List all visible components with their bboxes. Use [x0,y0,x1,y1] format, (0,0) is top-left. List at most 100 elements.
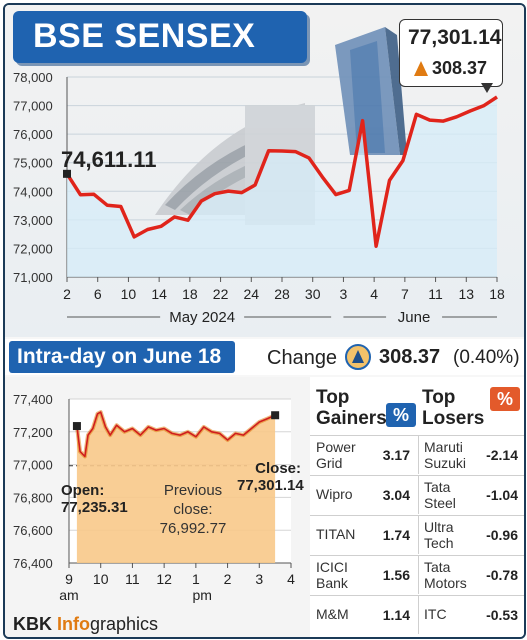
main-x-tick-label: 6 [94,286,102,302]
previous-close-title-2: close: [173,501,213,518]
main-x-tick-label: 24 [243,286,259,302]
main-x-tick-label: 18 [182,286,198,302]
end-value: 77,301.14 [408,26,502,49]
sensex-chart-panel: 78,000 77,000 76,000 75,000 74,000 73,000 72,0… [5,5,524,337]
table-row: ICICI Bank 1.56 Tata Motors -0.78 [310,555,524,594]
main-y-tick-label: 74,000 [13,184,53,199]
footer-brand: KBK [13,614,57,634]
gainers-heading-1: Top [316,387,350,408]
start-marker [63,169,71,178]
main-x-tick-label: 3 [340,286,348,302]
losers-heading: Top Losers [422,387,484,429]
loser-name: Ultra Tech [424,519,454,551]
intraday-chart-panel: 77,400 77,200 77,000 76,800 76,600 76,400 9 10… [5,377,310,637]
close-value: 77,301.14 [237,477,304,494]
gainer-value: 1.74 [382,527,410,543]
main-x-tick-label: 18 [489,286,505,302]
intraday-x-tick-label: 4 [287,571,295,587]
gainers-heading: Top Gainers [316,387,387,429]
gainer-name: TITAN [316,526,356,542]
gainer-value: 3.17 [382,447,410,463]
intraday-header-bar: Intra-day on June 18 Change 308.37 (0.40… [5,339,524,375]
intraday-y-tick-label: 77,000 [13,458,53,473]
main-x-tick-label: 11 [428,286,443,302]
intraday-title: Intra-day on June 18 [17,345,222,368]
open-value: 77,235.31 [61,499,128,516]
main-y-tick-label: 77,000 [13,99,53,114]
close-marker [271,411,280,420]
loser-value: -2.14 [486,447,518,463]
chart-title: BSE SENSEX [33,17,256,55]
infographic-frame: 78,000 77,000 76,000 75,000 74,000 73,000 72,0… [3,3,526,639]
intraday-area-fill [76,412,276,563]
main-x-tick-label: 10 [121,286,137,302]
end-value-callout: 77,301.14 308.37 [399,19,503,87]
intraday-x-tick-label: 9 [65,571,73,587]
am-label: am [59,587,78,603]
main-x-tick-label: 28 [274,286,290,302]
loser-name: Tata Steel [424,479,456,511]
intraday-x-tick-label: 2 [224,571,232,587]
intraday-x-tick-label: 10 [93,571,109,587]
title-box: BSE SENSEX [13,11,307,63]
intraday-y-tick-label: 76,600 [13,523,53,538]
loser-value: -0.96 [486,527,518,543]
gainer-value: 1.14 [382,607,410,623]
intraday-y-tick-label: 76,400 [13,556,53,571]
main-x-tick-label: 4 [370,286,378,302]
losers-heading-1: Top [422,387,456,408]
change-label: Change [267,347,338,369]
intraday-x-tick-label: 3 [255,571,263,587]
loser-value: -0.78 [486,567,518,583]
intraday-x-tick-label: 12 [156,571,172,587]
gainers-losers-table: Top Gainers % Top Losers % Power Grid 3.17… [310,377,524,637]
footer-credit: KBK Infographics [13,614,158,635]
gainer-name: Wipro [316,486,353,502]
loser-name: ITC [424,606,447,622]
percent-down-badge: % [490,387,520,411]
main-x-tick-label: 2 [63,286,71,302]
column-divider [418,596,419,634]
main-x-tick-label: 7 [401,286,409,302]
table-row: TITAN 1.74 Ultra Tech -0.96 [310,515,524,554]
intraday-y-tick-label: 77,400 [13,392,53,407]
gainers-heading-2: Gainers [316,408,387,429]
sensex-series-line [65,95,498,248]
main-area-fill [67,97,497,277]
callout-pointer-icon [481,83,493,93]
percent-up-badge: % [386,403,416,427]
intraday-y-tick-label: 77,200 [13,425,53,440]
up-arrow-icon [414,61,428,76]
main-x-tick-label: 14 [151,286,167,302]
loser-value: -0.53 [486,607,518,623]
intraday-x-tick-label: 11 [125,571,140,587]
intraday-title-box: Intra-day on June 18 [9,341,235,373]
june-label: June [398,309,431,326]
up-arrow-icon [345,344,371,370]
gainer-name: M&M [316,606,349,622]
gainer-name: Power Grid [316,439,356,471]
column-divider [418,516,419,554]
change-value: 308.37 [379,346,441,368]
main-x-tick-label: 30 [305,286,321,302]
main-x-tick-label: 13 [458,286,474,302]
loser-value: -1.04 [486,487,518,503]
close-title: Close: [255,460,301,477]
intraday-y-tick-label: 76,800 [13,490,53,505]
footer-info: Info [57,614,90,634]
footer-graphics: graphics [90,614,159,634]
column-divider [418,436,419,474]
end-change: 308.37 [432,58,488,78]
main-y-tick-label: 72,000 [13,241,53,256]
table-row: Power Grid 3.17 Maruti Suzuki -2.14 [310,435,524,474]
previous-close-label: Previous close: 76,992.77 [143,481,243,538]
open-marker [72,422,81,431]
intraday-line-chart: 77,400 77,200 77,000 76,800 76,600 76,400 9 10… [13,392,295,603]
main-y-tick-label: 73,000 [13,213,53,228]
open-title: Open: [61,482,105,499]
previous-close-title-1: Previous [163,482,223,499]
main-y-tick-label: 78,000 [13,70,53,85]
loser-name: Tata Motors [424,559,467,591]
main-y-tick-label: 76,000 [13,127,53,142]
pm-label: pm [192,587,211,603]
